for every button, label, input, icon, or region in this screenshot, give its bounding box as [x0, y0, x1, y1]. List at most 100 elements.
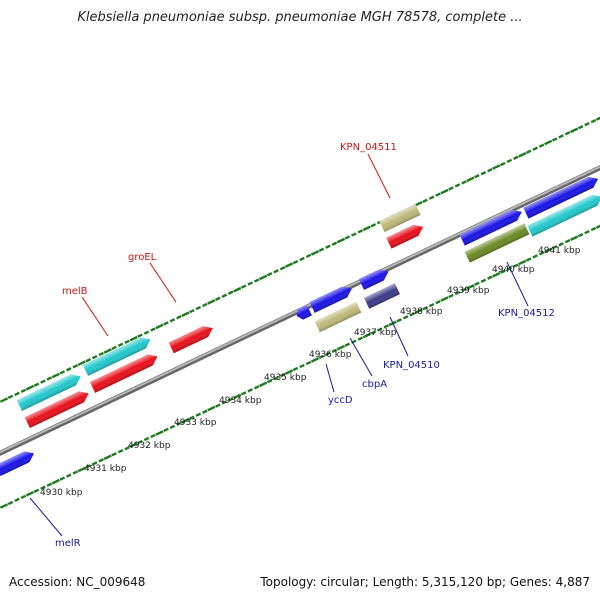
gene-label-top: groEL [128, 252, 157, 263]
inner-tick [409, 312, 415, 317]
gene-blue-3 [358, 269, 389, 290]
outer-tick [500, 161, 506, 167]
inner-tick [564, 239, 571, 244]
inner-tick [448, 293, 454, 299]
leader-line-top [81, 296, 109, 337]
gene-cyan-3-shade [527, 194, 600, 237]
inner-tick [0, 503, 9, 509]
outer-tick [33, 382, 40, 387]
inner-tick [422, 306, 428, 311]
outer-tick [344, 235, 351, 240]
outer-tick [72, 364, 79, 369]
inner-tick [590, 226, 597, 232]
scale-label: 4938 kbp [400, 307, 443, 317]
gene-blue-2-shade [309, 286, 352, 313]
inner-tick [532, 254, 538, 259]
inner-tick [525, 257, 532, 262]
label-leader-lines [29, 153, 529, 537]
outer-tick [448, 186, 454, 191]
inner-tick [150, 433, 156, 439]
inner-tick [155, 430, 164, 436]
gene-khaki-kpn04511-shade [379, 203, 421, 233]
inner-tick [518, 259, 527, 266]
inner-tick [253, 385, 260, 390]
gene-cyan-1-shade [16, 374, 81, 412]
outer-tick [233, 286, 242, 293]
leader-line-bottom [349, 337, 373, 377]
outer-tick [273, 269, 279, 274]
outer-tick [577, 125, 584, 130]
gene-blue-5 [523, 176, 599, 219]
gene-label-bottom: KPN_04512 [498, 308, 555, 319]
inner-tick [181, 417, 190, 424]
gene-label-bottom: cbpA [362, 379, 387, 390]
scale-label: 4940 kbp [492, 265, 535, 275]
gene-olive-kpn04512 [464, 223, 530, 263]
outer-tick [318, 247, 325, 252]
gene-red-2-shade [89, 354, 158, 393]
outer-tick [25, 384, 35, 391]
inner-tick [318, 354, 325, 360]
inner-tick [331, 348, 338, 353]
leader-line-bottom [506, 261, 529, 307]
scale-label: 4934 kbp [219, 396, 262, 406]
inner-tick [299, 363, 305, 369]
outer-tick [422, 198, 428, 203]
outer-tick [284, 262, 294, 268]
inner-tick [40, 485, 46, 490]
inner-tick [59, 476, 66, 481]
inner-tick [14, 497, 20, 503]
scale-label: 4939 kbp [447, 286, 490, 296]
inner-tick [215, 403, 221, 408]
inner-tick [273, 376, 279, 381]
outer-tick [480, 171, 487, 176]
outer-tick [331, 241, 338, 246]
inner-tick [513, 263, 519, 268]
outer-tick [40, 379, 46, 384]
inner-tick [487, 275, 493, 280]
outer-tick [266, 272, 273, 277]
outer-tick-row [0, 115, 600, 403]
inner-tick [428, 302, 435, 308]
map-title: Klebsiella pneumoniae subsp. pneumoniae … [77, 10, 523, 25]
inner-tick [376, 327, 383, 332]
inner-tick [370, 330, 377, 335]
inner-tick [137, 439, 143, 445]
outer-tick [305, 253, 312, 259]
inner-tick [414, 308, 423, 315]
scale-label: 4933 kbp [174, 418, 217, 428]
gene-red-groel-shade [168, 326, 213, 354]
gene-red-kpn04511 [386, 224, 424, 249]
outer-tick [351, 232, 357, 237]
inner-tick [336, 344, 346, 351]
outer-tick [336, 237, 346, 244]
outer-tick [370, 223, 377, 228]
scale-label: 4932 kbp [128, 441, 171, 451]
outer-tick [0, 397, 9, 403]
outer-tick [163, 321, 169, 326]
inner-tick [538, 251, 545, 256]
outer-tick [51, 372, 60, 379]
outer-tick [428, 195, 435, 200]
outer-tick [454, 183, 461, 188]
inner-tick [500, 269, 506, 274]
inner-tick [551, 245, 558, 250]
outer-tick [474, 174, 480, 179]
outer-tick [103, 348, 112, 354]
gene-khaki-cbpa [314, 301, 362, 333]
inner-tick [474, 281, 480, 286]
inner-tick [51, 478, 60, 485]
outer-tick [14, 391, 20, 397]
leader-line-top [367, 153, 391, 199]
outer-tick [590, 118, 597, 124]
inner-tick [344, 342, 351, 347]
inner-tick [492, 271, 501, 278]
outer-tick [124, 339, 130, 344]
outer-tick [461, 180, 467, 185]
outer-tick [435, 192, 441, 197]
gene-blue-melr-shade [0, 451, 35, 477]
outer-tick [279, 266, 286, 271]
inner-tick [325, 351, 331, 356]
gene-label-top: melB [62, 286, 88, 297]
gene-blue-yccd [296, 304, 312, 320]
